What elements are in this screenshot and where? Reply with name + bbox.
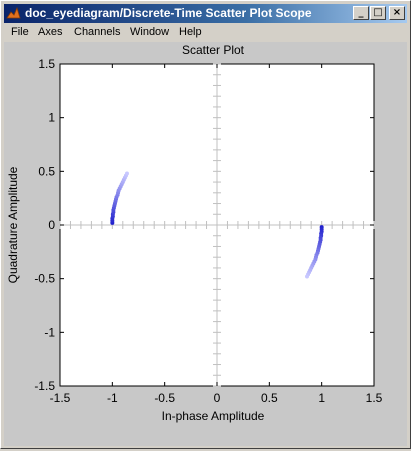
x-axis-label: In-phase Amplitude bbox=[162, 409, 265, 423]
window-title: doc_eyediagram/Discrete-Time Scatter Plo… bbox=[25, 6, 312, 20]
x-tick-label: 0 bbox=[214, 391, 221, 405]
chart-title: Scatter Plot bbox=[182, 43, 245, 57]
center-axes bbox=[59, 63, 375, 387]
y-tick-label: -1.5 bbox=[34, 379, 55, 393]
x-tick-label: 0.5 bbox=[261, 391, 278, 405]
figure-area: Scatter Plot -1.5 -1 -0.5 0 0.5 1 1.5 -1.5 -1 -0.… bbox=[4, 42, 407, 446]
y-tick-label: 0 bbox=[48, 218, 55, 232]
y-tick-label: 0.5 bbox=[38, 164, 55, 178]
x-tick-label: 1.5 bbox=[366, 391, 383, 405]
menu-channels[interactable]: Channels bbox=[74, 26, 121, 38]
minimize-button[interactable]: _ bbox=[353, 6, 369, 20]
y-tick-label: 1.5 bbox=[38, 57, 55, 71]
scatter-points bbox=[110, 171, 324, 279]
menu-file[interactable]: File bbox=[11, 26, 29, 38]
menu-window[interactable]: Window bbox=[130, 26, 170, 38]
scatter-point bbox=[305, 274, 310, 279]
x-tick-label: 1 bbox=[318, 391, 325, 405]
y-tick-label: 1 bbox=[48, 111, 55, 125]
matlab-icon bbox=[6, 6, 21, 19]
scatter-point bbox=[124, 171, 129, 176]
y-tick-label: -1 bbox=[44, 325, 55, 339]
close-button[interactable]: × bbox=[389, 6, 405, 20]
title-bar[interactable]: doc_eyediagram/Discrete-Time Scatter Plo… bbox=[4, 4, 407, 23]
maximize-button[interactable]: □ bbox=[370, 6, 386, 20]
menu-axes[interactable]: Axes bbox=[38, 26, 63, 38]
menu-bar: File Axes Channels Window Help bbox=[4, 24, 407, 42]
x-tick-label: -0.5 bbox=[154, 391, 175, 405]
menu-help[interactable]: Help bbox=[179, 26, 202, 38]
scatter-plot: Scatter Plot -1.5 -1 -0.5 0 0.5 1 1.5 -1.5 -1 -0.… bbox=[6, 43, 383, 423]
y-tick-label: -0.5 bbox=[34, 272, 55, 286]
x-tick-label: -1 bbox=[107, 391, 118, 405]
x-tick-label: -1.5 bbox=[50, 391, 71, 405]
axis-ticks: -1.5 -1 -0.5 0 0.5 1 1.5 -1.5 -1 -0.5 0 0.5 1 1.5 bbox=[34, 57, 382, 405]
y-axis-label: Quadrature Amplitude bbox=[6, 166, 20, 283]
